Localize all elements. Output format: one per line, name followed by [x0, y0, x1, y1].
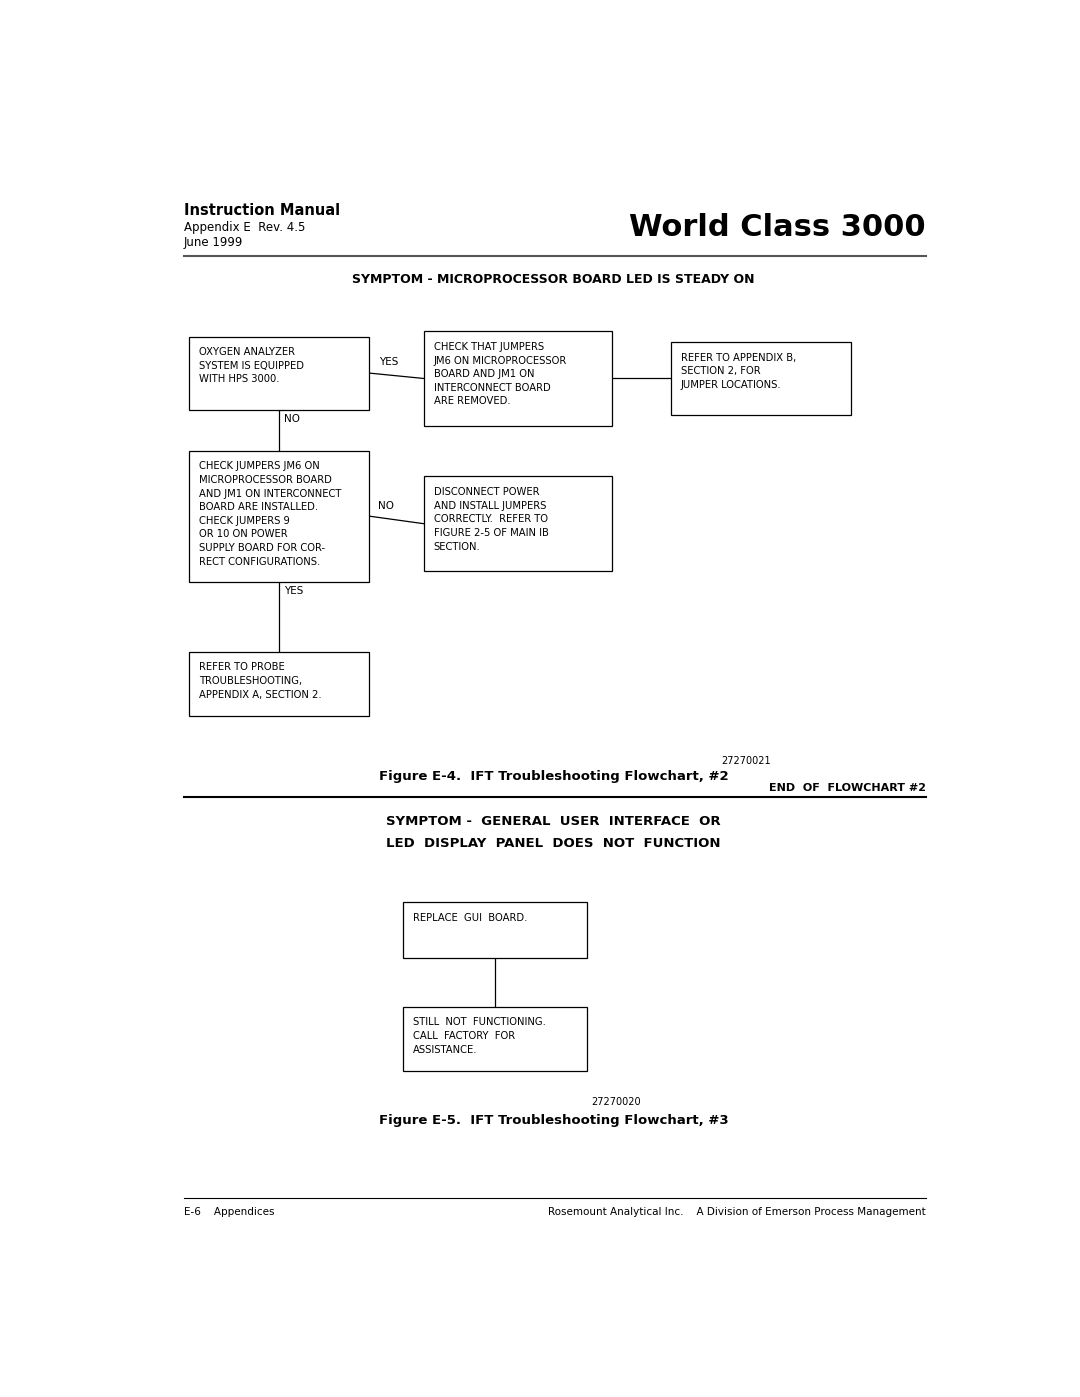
- Text: REPLACE  GUI  BOARD.: REPLACE GUI BOARD.: [413, 914, 527, 923]
- Text: Figure E-4.  IFT Troubleshooting Flowchart, #2: Figure E-4. IFT Troubleshooting Flowchar…: [379, 770, 728, 784]
- Text: NO: NO: [284, 414, 300, 423]
- Text: 27270021: 27270021: [721, 756, 770, 766]
- Text: REFER TO PROBE
TROUBLESHOOTING,
APPENDIX A, SECTION 2.: REFER TO PROBE TROUBLESHOOTING, APPENDIX…: [200, 662, 322, 700]
- Text: SYMPTOM - MICROPROCESSOR BOARD LED IS STEADY ON: SYMPTOM - MICROPROCESSOR BOARD LED IS ST…: [352, 272, 755, 286]
- Text: END  OF  FLOWCHART #2: END OF FLOWCHART #2: [769, 782, 926, 792]
- FancyBboxPatch shape: [403, 902, 588, 958]
- FancyBboxPatch shape: [423, 476, 612, 571]
- Text: STILL  NOT  FUNCTIONING.
CALL  FACTORY  FOR
ASSISTANCE.: STILL NOT FUNCTIONING. CALL FACTORY FOR …: [413, 1017, 545, 1055]
- Text: REFER TO APPENDIX B,
SECTION 2, FOR
JUMPER LOCATIONS.: REFER TO APPENDIX B, SECTION 2, FOR JUMP…: [680, 352, 796, 390]
- FancyBboxPatch shape: [189, 337, 369, 409]
- Text: E-6    Appendices: E-6 Appendices: [184, 1207, 274, 1217]
- Text: CHECK THAT JUMPERS
JM6 ON MICROPROCESSOR
BOARD AND JM1 ON
INTERCONNECT BOARD
ARE: CHECK THAT JUMPERS JM6 ON MICROPROCESSOR…: [434, 342, 567, 407]
- Text: June 1999: June 1999: [184, 236, 243, 250]
- Text: Instruction Manual: Instruction Manual: [184, 203, 340, 218]
- Text: OXYGEN ANALYZER
SYSTEM IS EQUIPPED
WITH HPS 3000.: OXYGEN ANALYZER SYSTEM IS EQUIPPED WITH …: [200, 348, 305, 384]
- FancyBboxPatch shape: [671, 342, 851, 415]
- Text: SYMPTOM -  GENERAL  USER  INTERFACE  OR: SYMPTOM - GENERAL USER INTERFACE OR: [387, 816, 720, 828]
- FancyBboxPatch shape: [189, 451, 369, 581]
- Text: DISCONNECT POWER
AND INSTALL JUMPERS
CORRECTLY.  REFER TO
FIGURE 2-5 OF MAIN IB
: DISCONNECT POWER AND INSTALL JUMPERS COR…: [434, 488, 549, 552]
- Text: YES: YES: [379, 356, 399, 366]
- Text: YES: YES: [284, 587, 303, 597]
- Text: World Class 3000: World Class 3000: [630, 212, 926, 242]
- FancyBboxPatch shape: [189, 651, 369, 717]
- Text: Rosemount Analytical Inc.    A Division of Emerson Process Management: Rosemount Analytical Inc. A Division of …: [549, 1207, 926, 1217]
- FancyBboxPatch shape: [423, 331, 612, 426]
- Text: Figure E-5.  IFT Troubleshooting Flowchart, #3: Figure E-5. IFT Troubleshooting Flowchar…: [379, 1115, 728, 1127]
- Text: NO: NO: [378, 500, 394, 511]
- FancyBboxPatch shape: [403, 1007, 588, 1071]
- Text: 27270020: 27270020: [591, 1097, 640, 1106]
- Text: LED  DISPLAY  PANEL  DOES  NOT  FUNCTION: LED DISPLAY PANEL DOES NOT FUNCTION: [387, 837, 720, 849]
- Text: Appendix E  Rev. 4.5: Appendix E Rev. 4.5: [184, 222, 305, 235]
- Text: CHECK JUMPERS JM6 ON
MICROPROCESSOR BOARD
AND JM1 ON INTERCONNECT
BOARD ARE INST: CHECK JUMPERS JM6 ON MICROPROCESSOR BOAR…: [200, 461, 342, 567]
